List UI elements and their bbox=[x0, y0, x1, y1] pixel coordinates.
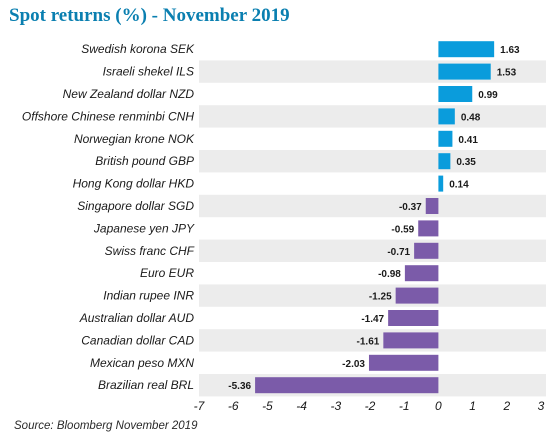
row-band bbox=[199, 60, 546, 83]
value-label: 0.48 bbox=[461, 112, 481, 123]
x-tick-label: 3 bbox=[538, 399, 545, 413]
category-label: Australian dollar AUD bbox=[79, 311, 195, 325]
value-labels: 1.63 1.53 0.99 0.48 0.41 0.35 0.14 -0.37 -0.59 -0… bbox=[228, 45, 520, 392]
bar bbox=[255, 377, 439, 394]
bar bbox=[438, 86, 473, 102]
value-label: -0.71 bbox=[387, 247, 410, 258]
value-label: -5.36 bbox=[228, 381, 251, 392]
value-label: 1.63 bbox=[500, 45, 520, 56]
category-label: Brazilian real BRL bbox=[98, 378, 194, 392]
category-label: Japanese yen JPY bbox=[93, 221, 195, 235]
bar bbox=[438, 130, 453, 147]
value-label: -0.59 bbox=[391, 224, 414, 235]
row-band bbox=[199, 284, 546, 307]
bar bbox=[418, 220, 439, 237]
row-band bbox=[199, 105, 546, 128]
x-axis-ticks: -7 -6 -5 -4 -3 -2 -1 0 1 2 3 bbox=[194, 399, 545, 413]
row-band bbox=[199, 329, 546, 352]
category-label: New Zealand dollar NZD bbox=[63, 87, 195, 101]
bar bbox=[388, 310, 439, 326]
bars bbox=[255, 41, 495, 394]
category-label: Canadian dollar CAD bbox=[81, 333, 194, 347]
category-label: Swedish korona SEK bbox=[81, 42, 195, 56]
category-label: Swiss franc CHF bbox=[105, 244, 195, 258]
category-label: Offshore Chinese renminbi CNH bbox=[22, 109, 194, 123]
category-label: Singapore dollar SGD bbox=[77, 199, 194, 213]
value-label: -0.98 bbox=[378, 269, 401, 280]
category-label: Euro EUR bbox=[140, 266, 194, 280]
x-tick-label: -6 bbox=[228, 399, 239, 413]
bar bbox=[438, 175, 444, 192]
category-label: Israeli shekel ILS bbox=[103, 65, 194, 79]
bar bbox=[425, 198, 439, 214]
chart-title: Spot returns (%) - November 2019 bbox=[9, 5, 290, 26]
bar bbox=[414, 242, 439, 259]
bar bbox=[438, 108, 455, 125]
category-label: Hong Kong dollar HKD bbox=[73, 177, 195, 191]
x-tick-label: -7 bbox=[194, 399, 206, 413]
value-label: 1.53 bbox=[497, 68, 517, 79]
value-label: -1.47 bbox=[361, 314, 384, 325]
bar bbox=[383, 332, 439, 349]
value-label: 0.41 bbox=[458, 135, 478, 146]
x-tick-label: -3 bbox=[330, 399, 341, 413]
category-labels: Swedish korona SEK Israeli shekel ILS New … bbox=[22, 42, 195, 392]
x-tick-label: -4 bbox=[296, 399, 307, 413]
category-label: Indian rupee INR bbox=[103, 289, 194, 303]
category-label: Mexican peso MXN bbox=[90, 356, 194, 370]
row-band bbox=[199, 194, 546, 218]
value-label: 0.14 bbox=[449, 180, 469, 191]
x-tick-label: 2 bbox=[502, 399, 510, 413]
x-tick-label: 1 bbox=[469, 399, 476, 413]
value-label: -1.61 bbox=[357, 336, 380, 347]
bar bbox=[438, 41, 495, 58]
row-band bbox=[199, 150, 546, 173]
category-label: Norwegian krone NOK bbox=[74, 132, 195, 146]
value-label: -0.37 bbox=[399, 202, 422, 213]
x-tick-label: 0 bbox=[435, 399, 442, 413]
x-tick-label: -1 bbox=[399, 399, 410, 413]
x-tick-label: -5 bbox=[262, 399, 273, 413]
category-label: British pound GBP bbox=[95, 154, 194, 168]
bar bbox=[404, 265, 439, 282]
value-label: -2.03 bbox=[342, 359, 365, 370]
value-label: 0.35 bbox=[456, 157, 476, 168]
x-tick-label: -2 bbox=[365, 399, 376, 413]
chart-source: Source: Bloomberg November 2019 bbox=[14, 420, 198, 432]
row-band bbox=[199, 239, 546, 262]
value-label: 0.99 bbox=[478, 90, 498, 101]
bar bbox=[368, 354, 439, 371]
value-label: -1.25 bbox=[369, 292, 392, 303]
bar bbox=[438, 153, 451, 170]
bar bbox=[438, 63, 491, 80]
bar bbox=[395, 287, 439, 304]
